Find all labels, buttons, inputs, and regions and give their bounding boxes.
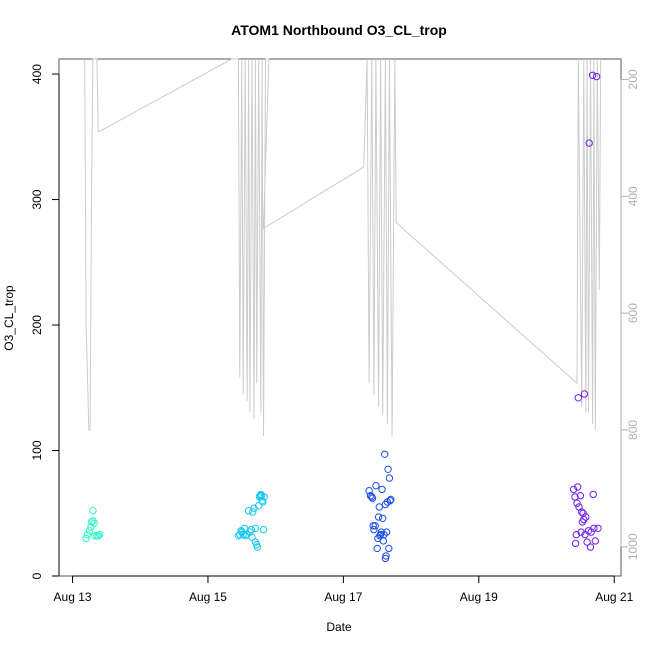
pressure-line-layer	[84, 58, 602, 436]
data-point-s2-0	[365, 487, 373, 495]
data-point-s3-0	[569, 485, 578, 494]
data-point-s2-6	[371, 522, 379, 530]
data-point-s1-14	[251, 524, 260, 532]
pressure-series-line	[84, 58, 602, 436]
data-point-s0-11	[95, 530, 104, 539]
data-point-s1-26	[260, 493, 268, 501]
data-point-s0-10	[94, 532, 103, 540]
data-point-s2-29	[387, 495, 395, 504]
data-point-s1-25	[259, 525, 268, 534]
data-point-s1-12	[249, 508, 257, 516]
x-tick-label-2: Aug 17	[324, 590, 362, 604]
data-point-s1-18	[255, 502, 263, 510]
y-axis: 0 100 200 300 400	[30, 64, 60, 579]
y-tick-label-4: 400	[30, 64, 44, 84]
right-tick-label-4: 1000	[626, 533, 640, 560]
data-point-s2-20	[381, 500, 390, 509]
data-point-s3-25	[591, 537, 599, 545]
data-point-s1-24	[259, 498, 267, 506]
data-point-s0-8	[91, 532, 99, 540]
y-tick-label-3: 300	[30, 189, 44, 209]
data-point-s3-19	[585, 139, 593, 147]
data-point-s3-27	[594, 524, 602, 532]
data-point-s2-28	[386, 497, 394, 505]
data-point-s2-19	[381, 450, 389, 458]
data-point-s2-7	[372, 482, 380, 490]
data-point-s2-8	[373, 544, 381, 553]
right-tick-label-0: 200	[626, 69, 640, 89]
data-point-s2-26	[385, 544, 393, 553]
data-point-s0-1	[83, 530, 92, 539]
x-axis-label: Date	[326, 620, 352, 634]
data-point-s3-17	[583, 538, 591, 546]
data-point-s3-5	[574, 483, 582, 491]
y-tick-label-1: 100	[30, 440, 44, 460]
x-tick-label-0: Aug 13	[54, 590, 92, 604]
x-axis: Aug 13 Aug 15 Aug 17 Aug 19 Aug 21	[54, 575, 634, 604]
data-point-s3-8	[576, 492, 585, 500]
x-tick-label-1: Aug 15	[189, 590, 227, 604]
scatter-points-layer	[82, 71, 602, 563]
right-tick-label-3: 800	[626, 420, 640, 440]
data-point-s3-13	[580, 515, 588, 524]
data-point-s3-2	[571, 539, 580, 548]
data-point-s3-26	[592, 72, 601, 81]
data-point-s3-16	[582, 513, 590, 521]
data-point-s2-15	[378, 485, 386, 494]
data-point-s3-10	[578, 508, 586, 516]
y-axis-label: O3_CL_trop	[2, 285, 16, 351]
data-point-s1-5	[240, 524, 249, 532]
plot-frame	[58, 58, 622, 577]
data-point-s0-7	[90, 519, 98, 527]
data-point-s2-22	[382, 552, 390, 560]
data-point-s1-11	[248, 533, 256, 541]
data-point-s1-10	[247, 525, 256, 534]
data-point-s2-4	[369, 522, 377, 530]
data-point-s2-11	[375, 503, 383, 511]
right-tick-label-2: 600	[626, 303, 640, 323]
data-point-s1-17	[253, 543, 262, 551]
right-tick-label-1: 400	[626, 186, 640, 206]
data-point-s2-17	[379, 537, 387, 545]
data-point-s2-25	[384, 465, 392, 473]
data-point-s2-5	[370, 525, 378, 534]
data-point-s0-6	[89, 507, 97, 515]
data-point-s2-10	[374, 513, 383, 521]
data-point-s3-20	[586, 543, 595, 551]
data-point-s3-6	[574, 394, 582, 402]
data-point-s3-24	[590, 524, 598, 532]
data-point-s2-3	[368, 494, 377, 502]
right-axis: 200 400 600 800 1000	[620, 69, 640, 560]
data-point-s3-22	[588, 71, 597, 80]
x-tick-label-3: Aug 19	[460, 590, 498, 604]
y-tick-label-2: 200	[30, 315, 44, 335]
data-point-s2-27	[385, 474, 394, 482]
x-tick-label-4: Aug 21	[595, 590, 633, 604]
data-point-s3-4	[573, 499, 581, 507]
data-point-s3-23	[589, 490, 597, 499]
data-point-s2-1	[366, 492, 375, 500]
data-point-s0-2	[85, 527, 94, 535]
chart-title: ATOM1 Northbound O3_CL_trop	[231, 22, 447, 38]
data-point-s2-16	[379, 514, 387, 522]
data-point-s2-23	[383, 528, 391, 536]
data-point-s3-14	[580, 390, 589, 398]
data-point-s1-6	[241, 532, 249, 540]
data-point-s3-9	[577, 528, 585, 536]
data-point-s0-0	[82, 534, 90, 543]
data-point-s2-12	[376, 532, 384, 540]
y-tick-label-0: 0	[30, 572, 44, 579]
